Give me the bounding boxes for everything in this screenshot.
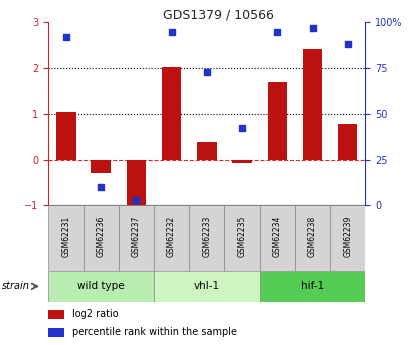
Bar <box>92 159 111 173</box>
Point <box>239 126 245 131</box>
Bar <box>48 205 84 271</box>
Bar <box>232 159 252 163</box>
Bar <box>127 159 146 205</box>
Point <box>203 69 210 75</box>
Point <box>309 25 316 31</box>
Text: strain: strain <box>2 282 30 291</box>
Text: percentile rank within the sample: percentile rank within the sample <box>72 327 237 337</box>
Bar <box>119 205 154 271</box>
Bar <box>56 111 76 159</box>
Point <box>344 42 351 47</box>
Bar <box>48 328 64 337</box>
Bar <box>330 205 365 271</box>
Bar <box>268 82 287 159</box>
Bar <box>303 49 322 159</box>
Bar <box>260 271 365 302</box>
Bar <box>162 67 181 159</box>
Text: GSM62235: GSM62235 <box>238 216 247 257</box>
Text: GSM62234: GSM62234 <box>273 216 282 257</box>
Point <box>274 29 281 34</box>
Bar <box>154 271 260 302</box>
Bar <box>48 271 154 302</box>
Text: log2 ratio: log2 ratio <box>72 309 119 319</box>
Bar <box>189 205 224 271</box>
Text: GDS1379 / 10566: GDS1379 / 10566 <box>163 9 274 22</box>
Bar <box>260 205 295 271</box>
Text: GSM62232: GSM62232 <box>167 216 176 257</box>
Bar <box>154 205 189 271</box>
Text: hif-1: hif-1 <box>301 282 324 291</box>
Text: GSM62239: GSM62239 <box>343 216 352 257</box>
Point <box>168 29 175 34</box>
Text: GSM62231: GSM62231 <box>61 216 71 257</box>
Point <box>63 34 69 40</box>
Bar <box>48 310 64 318</box>
Bar <box>295 205 330 271</box>
Text: GSM62236: GSM62236 <box>97 216 106 257</box>
Bar <box>338 124 357 159</box>
Text: GSM62237: GSM62237 <box>132 216 141 257</box>
Point <box>133 197 140 203</box>
Bar <box>84 205 119 271</box>
Text: GSM62238: GSM62238 <box>308 216 317 257</box>
Text: GSM62233: GSM62233 <box>202 216 211 257</box>
Bar <box>224 205 260 271</box>
Text: wild type: wild type <box>77 282 125 291</box>
Point <box>98 184 105 190</box>
Text: vhl-1: vhl-1 <box>194 282 220 291</box>
Bar <box>197 142 217 159</box>
